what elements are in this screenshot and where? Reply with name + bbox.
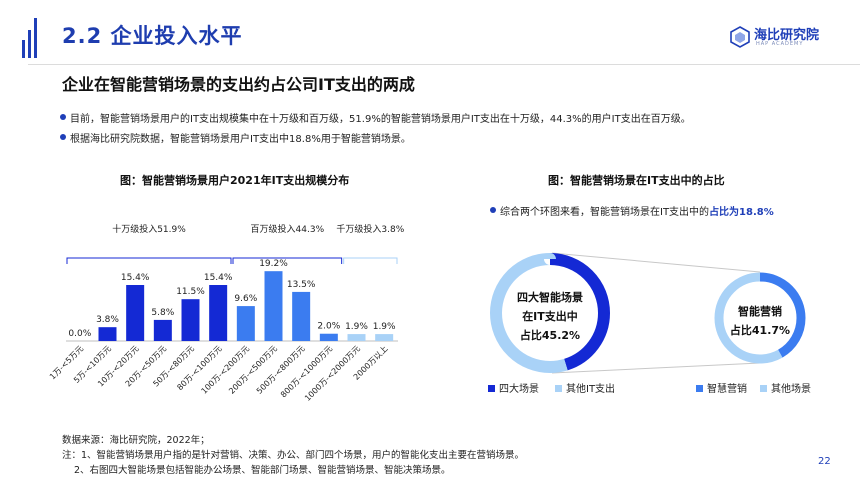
bar-value-label: 15.4% — [121, 273, 150, 283]
bullet-dot-icon — [60, 114, 66, 120]
group-label: 十万级投入51.9% — [112, 223, 186, 235]
bullet-1: 目前，智能营销场景用户的IT支出规模集中在十万级和百万级，51.9%的智能营销场… — [60, 110, 691, 125]
group-bracket — [343, 257, 398, 264]
bar-value-label: 5.8% — [151, 308, 174, 318]
legend-other-scenes: 其他场景 — [760, 380, 811, 395]
legend-swatch — [555, 385, 562, 392]
legend-four-scenes: 四大场景 — [488, 380, 539, 395]
headline: 企业在智能营销场景的支出约占公司IT支出的两成 — [62, 75, 415, 94]
logo: 海比研究院 HAP ACADEMY — [730, 24, 840, 54]
logo-cube-icon — [730, 26, 750, 48]
bar — [153, 319, 172, 341]
bar-value-label: 3.8% — [96, 315, 119, 325]
note-source: 数据来源：海比研究院，2022年； — [62, 435, 210, 446]
left-chart-title: 图：智能营销场景用户2021年IT支出规模分布 — [120, 174, 350, 187]
connector-line — [551, 252, 761, 273]
bar-value-label: 9.6% — [234, 294, 257, 304]
bar — [347, 334, 366, 341]
bullet-dot-icon — [60, 134, 66, 140]
section-title: 2.2 企业投入水平 — [62, 24, 243, 48]
group-bracket — [232, 257, 343, 264]
group-bracket — [66, 257, 232, 264]
group-label: 千万级投入3.8% — [336, 223, 404, 235]
bar-value-label: 0.0% — [68, 329, 91, 339]
bar-value-label: 1.9% — [373, 322, 396, 332]
group-label: 百万级投入44.3% — [251, 223, 325, 235]
donut-2-center-label: 智能营销 占比41.7% — [729, 305, 791, 337]
bar-value-label: 11.5% — [176, 287, 205, 297]
bar-value-label: 15.4% — [204, 273, 233, 283]
logo-subtitle: HAP ACADEMY — [756, 41, 804, 47]
bar — [209, 285, 228, 341]
header-divider — [28, 64, 860, 65]
legend-swatch — [696, 385, 703, 392]
right-chart-title: 图：智能营销场景在IT支出中的占比 — [548, 174, 725, 187]
donut-1-center-label: 四大智能场景 在IT支出中 占比45.2% — [517, 291, 583, 342]
bar-value-label: 19.2% — [259, 259, 288, 269]
bullet-2: 根据海比研究院数据，智能营销场景用户IT支出中18.8%用于智能营销场景。 — [60, 130, 411, 145]
bar-value-label: 13.5% — [287, 280, 316, 290]
bar — [375, 334, 394, 341]
donut-slice — [490, 253, 610, 373]
legend-swatch — [488, 385, 495, 392]
legend-other-it: 其他IT支出 — [555, 380, 615, 395]
connector-line — [551, 362, 761, 374]
bar-value-label: 2.0% — [317, 322, 340, 332]
note-2: 2、右图四大智能场景包括智能办公场景、智能部门场景、智能营销场景、智能决策场景。 — [74, 465, 451, 476]
bar — [264, 271, 283, 341]
bar — [319, 333, 338, 341]
note-1: 注：1、智能营销场景用户指的是针对营销、决策、办公、部门四个场景，用户的智能化支… — [62, 450, 525, 461]
logo-name: 海比研究院 — [754, 28, 820, 43]
bar — [98, 327, 117, 341]
bar — [236, 306, 255, 341]
insight-text: 综合两个环图来看，智能营销场景在IT支出中的占比为18.8% — [490, 203, 774, 218]
legend-smart-marketing: 智慧营销 — [696, 380, 747, 395]
legend-swatch — [760, 385, 767, 392]
page-number: 22 — [818, 456, 831, 467]
bar-value-label: 1.9% — [345, 322, 368, 332]
donut-slice — [714, 272, 806, 364]
title-decoration — [22, 18, 46, 58]
bar — [126, 285, 145, 341]
bar — [292, 291, 311, 341]
bullet-dot-icon — [490, 207, 496, 213]
bar — [181, 299, 200, 341]
